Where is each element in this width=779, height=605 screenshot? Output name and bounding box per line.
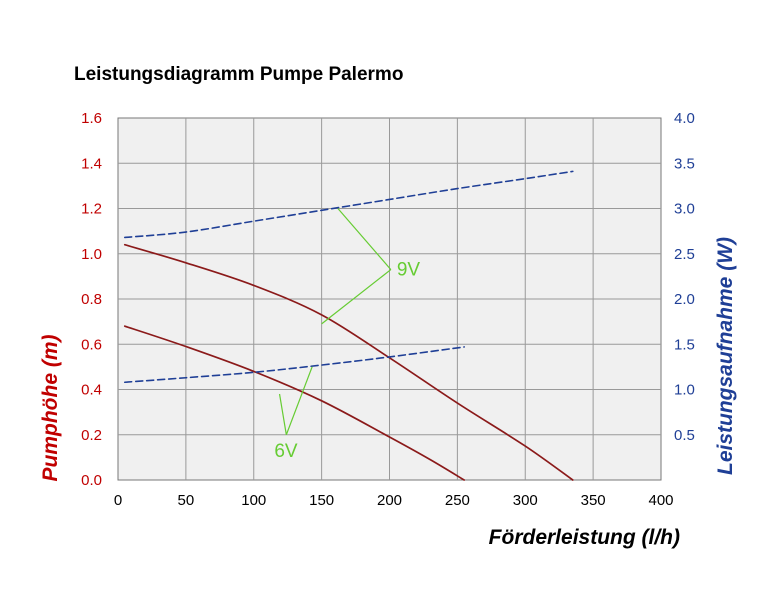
y-right-tick-label: 2.5	[674, 246, 695, 263]
grid	[118, 118, 661, 480]
y-left-tick-label: 0.0	[81, 472, 102, 489]
x-tick-label: 250	[445, 492, 470, 509]
y-right-tick-label: 1.0	[674, 382, 695, 399]
head-curve-9v	[123, 243, 574, 481]
y-left-tick-label: 1.6	[81, 110, 102, 127]
series-layer	[123, 170, 574, 481]
y-left-tick-label: 0.6	[81, 336, 102, 353]
x-tick-label: 400	[648, 492, 673, 509]
y-right-tick-label: 4.0	[674, 110, 695, 127]
y-right-tick-label: 1.5	[674, 336, 695, 353]
annotation-pointer-6v	[278, 393, 287, 435]
annotation-label-6v: 6V	[274, 441, 298, 462]
annotation-pointer-9v	[321, 269, 392, 325]
x-tick-label: 150	[309, 492, 334, 509]
y-left-tick-label: 0.8	[81, 291, 102, 308]
y-right-tick-label: 3.0	[674, 201, 695, 218]
power-curve-9v	[123, 170, 574, 239]
x-axis-label: Förderleistung (l/h)	[489, 526, 680, 549]
y-axis-left-label: Pumphöhe (m)	[39, 335, 62, 482]
y-left-tick-label: 1.2	[81, 201, 102, 218]
y-right-tick-label: 3.5	[674, 155, 695, 172]
annotation-pointer-6v	[285, 366, 313, 435]
x-tick-label: 50	[178, 492, 195, 509]
x-tick-label: 100	[241, 492, 266, 509]
chart-title: Leistungsdiagramm Pumpe Palermo	[74, 64, 403, 85]
head-curve-6v	[123, 325, 466, 481]
annotation-pointer-9v	[337, 208, 392, 270]
y-right-tick-label: 0.5	[674, 427, 695, 444]
x-tick-label: 300	[513, 492, 538, 509]
y-left-tick-label: 0.4	[81, 382, 102, 399]
x-tick-label: 350	[581, 492, 606, 509]
annotation-layer: 9V 6V	[274, 208, 421, 462]
tick-labels: 0 50 100 150 200 250 300 350 400 0.0 0.2 0.4 0.6 0.8 1…	[81, 110, 695, 509]
y-left-tick-label: 0.2	[81, 427, 102, 444]
y-left-tick-label: 1.4	[81, 155, 102, 172]
y-right-tick-label: 2.0	[674, 291, 695, 308]
power-curve-6v	[123, 346, 465, 384]
y-left-tick-label: 1.0	[81, 246, 102, 263]
x-tick-label: 200	[377, 492, 402, 509]
annotation-label-9v: 9V	[397, 260, 421, 281]
x-tick-label: 0	[114, 492, 122, 509]
y-axis-right-label: Leistungsaufnahme (W)	[714, 237, 737, 475]
